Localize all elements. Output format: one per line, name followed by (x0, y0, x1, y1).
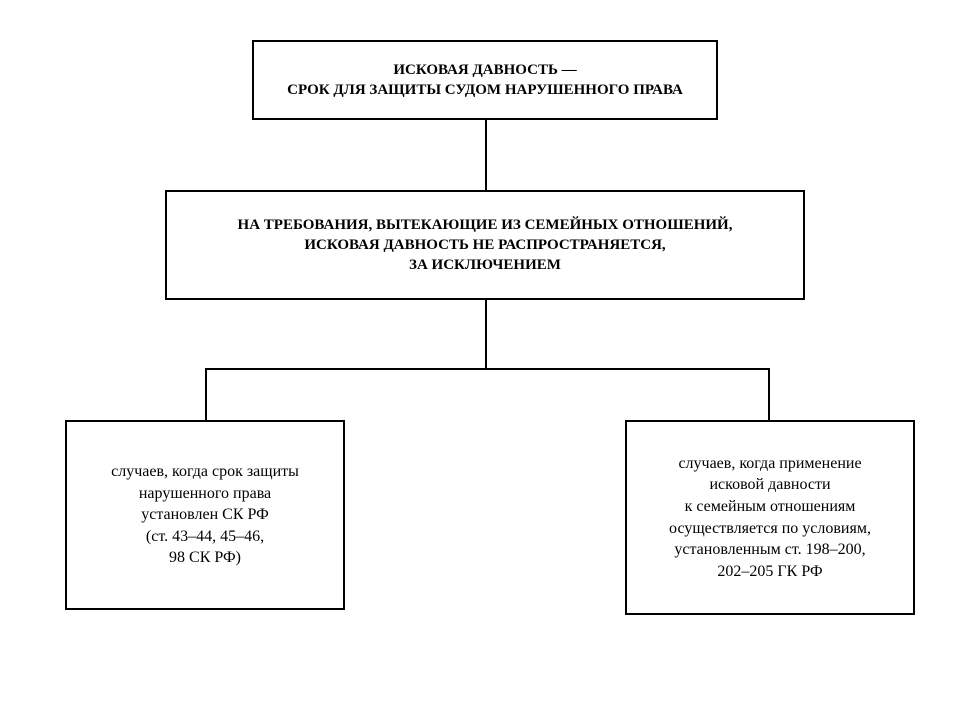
connector-middle-down (485, 300, 487, 370)
node-top-line1: ИСКОВАЯ ДАВНОСТЬ — (393, 60, 576, 80)
node-right-line3: к семейным отношениям (685, 496, 856, 518)
connector-to-right (768, 368, 770, 420)
node-middle-line3: ЗА ИСКЛЮЧЕНИЕМ (409, 255, 561, 275)
connector-to-left (205, 368, 207, 420)
node-right-line5: установленным ст. 198–200, (674, 539, 865, 561)
node-right-line2: исковой давности (709, 474, 830, 496)
node-left: случаев, когда срок защиты нарушенного п… (65, 420, 345, 610)
node-middle: НА ТРЕБОВАНИЯ, ВЫТЕКАЮЩИЕ ИЗ СЕМЕЙНЫХ ОТ… (165, 190, 805, 300)
node-right: случаев, когда применение исковой давнос… (625, 420, 915, 615)
node-middle-line2: ИСКОВАЯ ДАВНОСТЬ НЕ РАСПРОСТРАНЯЕТСЯ, (304, 235, 665, 255)
node-top-line2: СРОК ДЛЯ ЗАЩИТЫ СУДОМ НАРУШЕННОГО ПРАВА (287, 80, 683, 100)
connector-top-middle (485, 120, 487, 190)
node-left-line1: случаев, когда срок защиты (111, 461, 299, 483)
node-left-line2: нарушенного права (139, 483, 271, 505)
connector-horizontal-split (205, 368, 770, 370)
node-left-line5: 98 СК РФ) (169, 547, 241, 569)
node-middle-line1: НА ТРЕБОВАНИЯ, ВЫТЕКАЮЩИЕ ИЗ СЕМЕЙНЫХ ОТ… (238, 215, 733, 235)
node-top: ИСКОВАЯ ДАВНОСТЬ — СРОК ДЛЯ ЗАЩИТЫ СУДОМ… (252, 40, 718, 120)
node-right-line6: 202–205 ГК РФ (717, 561, 822, 583)
node-right-line1: случаев, когда применение (678, 453, 861, 475)
node-right-line4: осуществляется по условиям, (669, 518, 871, 540)
node-left-line3: установлен СК РФ (141, 504, 269, 526)
node-left-line4: (ст. 43–44, 45–46, (146, 526, 264, 548)
